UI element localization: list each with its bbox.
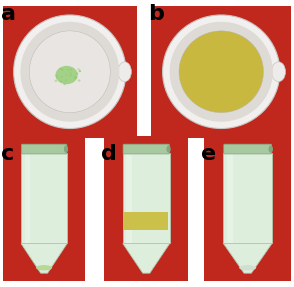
- Ellipse shape: [61, 69, 63, 71]
- FancyBboxPatch shape: [24, 153, 30, 243]
- Ellipse shape: [64, 146, 68, 153]
- Ellipse shape: [71, 71, 72, 72]
- Polygon shape: [21, 243, 67, 273]
- Polygon shape: [123, 153, 170, 243]
- FancyBboxPatch shape: [104, 135, 188, 281]
- Ellipse shape: [56, 66, 78, 84]
- Ellipse shape: [76, 73, 78, 74]
- FancyBboxPatch shape: [21, 144, 67, 154]
- Ellipse shape: [77, 68, 80, 70]
- Text: e: e: [201, 144, 216, 164]
- Ellipse shape: [20, 22, 119, 122]
- FancyBboxPatch shape: [124, 212, 168, 230]
- Ellipse shape: [63, 83, 66, 85]
- Ellipse shape: [76, 73, 78, 75]
- Ellipse shape: [59, 68, 61, 70]
- Ellipse shape: [269, 146, 273, 153]
- Ellipse shape: [66, 74, 68, 76]
- Ellipse shape: [56, 75, 58, 76]
- Ellipse shape: [179, 31, 263, 113]
- Polygon shape: [223, 243, 272, 273]
- FancyBboxPatch shape: [126, 153, 132, 243]
- Ellipse shape: [163, 15, 280, 129]
- Ellipse shape: [271, 62, 285, 82]
- Ellipse shape: [36, 265, 52, 270]
- FancyBboxPatch shape: [204, 135, 291, 281]
- Ellipse shape: [14, 15, 126, 129]
- FancyBboxPatch shape: [151, 6, 291, 138]
- Ellipse shape: [74, 76, 76, 77]
- Ellipse shape: [170, 22, 273, 122]
- Ellipse shape: [65, 79, 67, 81]
- Ellipse shape: [118, 62, 131, 82]
- Text: b: b: [148, 4, 164, 24]
- Ellipse shape: [61, 76, 63, 78]
- Ellipse shape: [56, 77, 58, 78]
- Ellipse shape: [56, 77, 57, 78]
- Ellipse shape: [65, 80, 66, 81]
- Ellipse shape: [239, 265, 256, 270]
- Ellipse shape: [78, 79, 81, 82]
- Ellipse shape: [70, 75, 72, 77]
- Polygon shape: [123, 243, 170, 273]
- Ellipse shape: [78, 70, 81, 72]
- FancyBboxPatch shape: [123, 144, 169, 154]
- Text: c: c: [1, 144, 15, 164]
- Ellipse shape: [67, 69, 69, 71]
- Ellipse shape: [29, 31, 110, 113]
- Ellipse shape: [69, 73, 72, 75]
- Ellipse shape: [69, 68, 72, 71]
- FancyBboxPatch shape: [227, 153, 233, 243]
- FancyBboxPatch shape: [3, 135, 85, 281]
- Ellipse shape: [55, 80, 57, 82]
- Polygon shape: [21, 153, 67, 243]
- Ellipse shape: [166, 146, 171, 153]
- Ellipse shape: [60, 80, 62, 82]
- Ellipse shape: [62, 69, 64, 70]
- FancyBboxPatch shape: [224, 144, 272, 154]
- Text: a: a: [1, 4, 16, 24]
- Ellipse shape: [74, 76, 77, 79]
- Polygon shape: [223, 153, 272, 243]
- Text: d: d: [101, 144, 117, 164]
- FancyBboxPatch shape: [3, 6, 137, 138]
